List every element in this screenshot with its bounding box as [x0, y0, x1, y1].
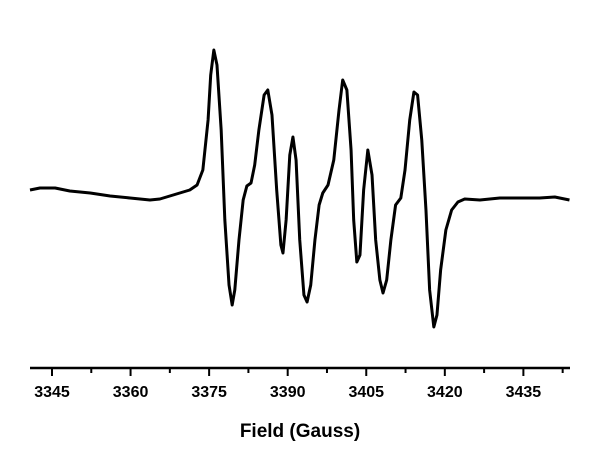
x-tick-label: 3360 [113, 384, 149, 401]
x-tick-label: 3375 [191, 384, 227, 401]
x-axis-label: Field (Gauss) [240, 421, 360, 442]
spectrum-line [29, 48, 570, 329]
x-tick-label: 3390 [270, 384, 306, 401]
x-tick-label: 3435 [506, 384, 542, 401]
x-tick-label: 3345 [34, 384, 70, 401]
x-tick-label: 3405 [348, 384, 384, 401]
x-tick-label: 3420 [427, 384, 463, 401]
